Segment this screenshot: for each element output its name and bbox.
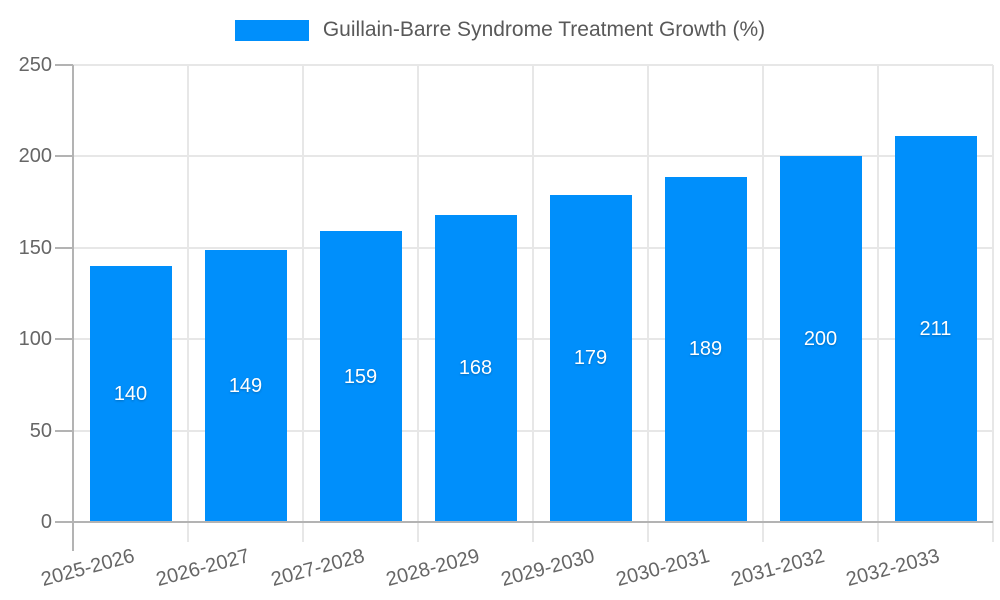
v-gridline: [532, 65, 534, 542]
legend-item[interactable]: Guillain-Barre Syndrome Treatment Growth…: [234, 16, 766, 44]
y-axis-tick: [55, 521, 73, 523]
y-axis-tick: [55, 429, 73, 432]
bar[interactable]: [204, 249, 287, 521]
v-gridline: [992, 65, 994, 542]
y-axis-tick: [55, 64, 73, 66]
bar[interactable]: [549, 194, 632, 521]
y-axis-tick: [55, 155, 73, 158]
bar[interactable]: [664, 176, 747, 521]
v-gridline: [417, 65, 419, 542]
v-gridline: [187, 65, 189, 542]
y-axis-tick-label: 100: [18, 328, 52, 351]
v-gridline: [647, 65, 649, 542]
y-axis-tick: [55, 338, 73, 341]
bar[interactable]: [779, 156, 862, 521]
y-axis-tick: [55, 246, 73, 249]
bar[interactable]: [89, 266, 172, 521]
y-axis-tick-label: 200: [18, 145, 52, 168]
bar[interactable]: [894, 136, 977, 521]
y-axis-tick-label: 150: [18, 236, 52, 259]
chart-legend: Guillain-Barre Syndrome Treatment Growth…: [0, 16, 1000, 44]
legend-label: Guillain-Barre Syndrome Treatment Growth…: [322, 18, 766, 41]
v-gridline: [302, 65, 304, 542]
legend-swatch-icon: [234, 19, 309, 41]
y-axis-tick-label: 0: [40, 511, 52, 533]
bar[interactable]: [319, 231, 402, 521]
bar[interactable]: [434, 214, 517, 521]
y-axis-tick-label: 50: [29, 419, 52, 442]
y-axis-line: [72, 65, 74, 551]
v-gridline: [877, 65, 879, 542]
y-axis-tick-label: 250: [18, 54, 52, 76]
v-gridline: [762, 65, 764, 542]
x-axis-line: [73, 521, 993, 523]
